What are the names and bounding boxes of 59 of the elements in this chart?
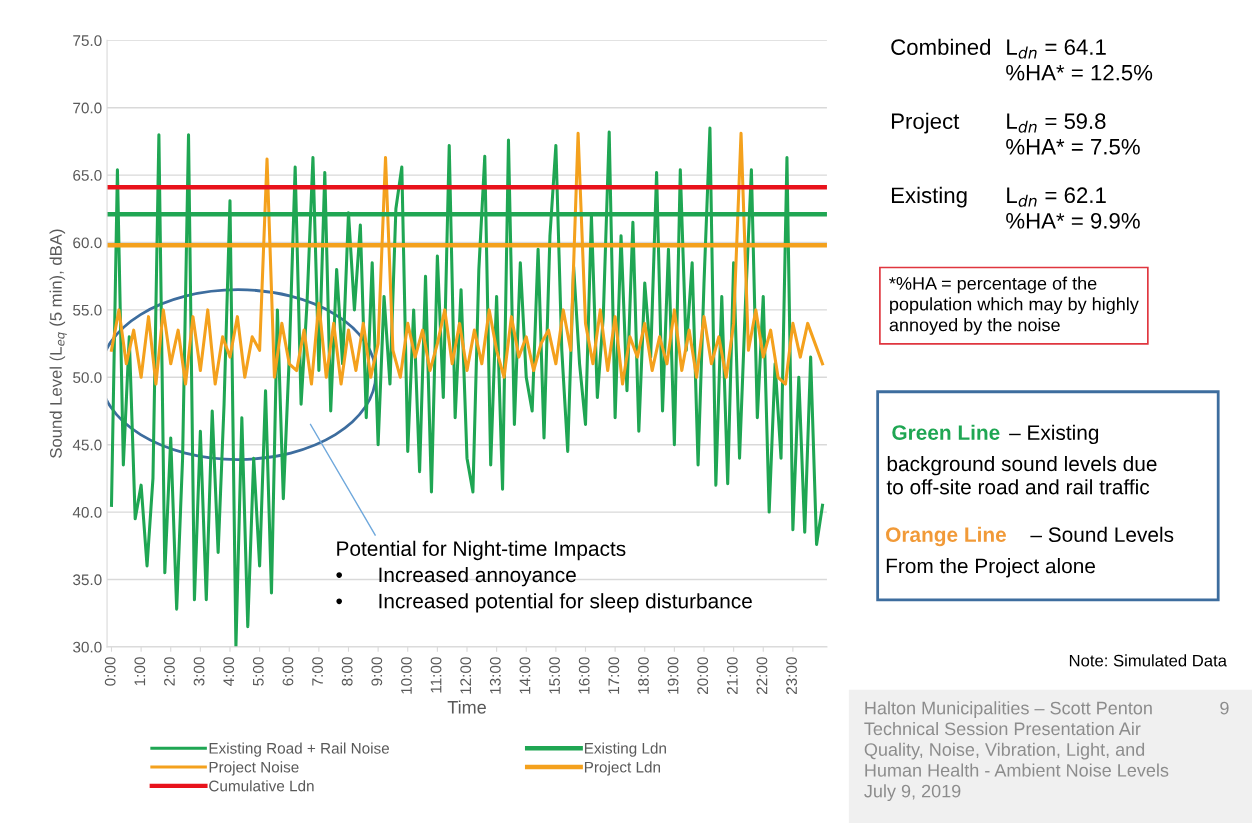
x-tick-label: 4:00	[223, 657, 235, 686]
y-tick-label: 50.0	[73, 372, 102, 383]
y-tick-label: 35.0	[73, 574, 102, 586]
x-tick-label: 22:00	[756, 657, 768, 695]
text: Green Line	[892, 424, 1000, 440]
legend-label: Project Ldn	[584, 761, 661, 776]
y-axis-title: Sound Level (L$_{eq}$ (5 min), dBA)	[49, 229, 67, 458]
legend-label: Existing Ldn	[584, 742, 666, 757]
text: – Sound Levels	[1030, 526, 1174, 543]
text: L$_{dn}$ = 59.8 %HA* = 7.5%	[1006, 113, 1140, 155]
y-tick-label: 70.0	[73, 102, 102, 114]
text: Halton Municipalities – Scott Penton Technical Session Presentation Air Quality, Noise, Vibration, Light, and Human Health - Ambient Noise Levels July 9, 2019	[864, 701, 1169, 802]
x-tick-label: 10:00	[401, 657, 412, 694]
text: – Existing	[1009, 424, 1099, 445]
text: *%HA = percentage of the population which may by highly annoyed by the noise	[889, 276, 1139, 335]
x-axis-title: Time	[447, 700, 486, 714]
x-tick-label: 16:00	[578, 657, 590, 694]
x-tick-label: 0:00	[104, 657, 116, 686]
x-tick-label: 17:00	[608, 657, 620, 694]
y-tick-label: 30.0	[73, 641, 102, 653]
x-tick-label: 7:00	[312, 657, 323, 686]
text: Project	[891, 112, 960, 134]
annotation: Potential for Night-time Impacts • Increased annoyance • Increased potential for sleep disturbance	[336, 540, 752, 613]
y-tick-label: 65.0	[73, 169, 102, 181]
y-tick-label: 45.0	[72, 439, 102, 451]
text: Combined	[891, 38, 991, 55]
x-tick-label: 13:00	[489, 657, 501, 694]
x-tick-label: 12:00	[460, 657, 472, 694]
text: Existing	[891, 186, 967, 208]
text: L$_{dn}$ = 62.1 %HA* = 9.9%	[1006, 187, 1140, 229]
x-tick-label: 9:00	[371, 657, 383, 686]
text: 9	[1220, 701, 1229, 715]
line-series	[109, 131, 825, 386]
legend-label: Cumulative Ldn	[209, 780, 314, 792]
x-tick-label: 19:00	[667, 657, 679, 694]
text: Orange Line	[886, 526, 1006, 547]
x-tick-label: 5:00	[252, 657, 264, 686]
x-tick-label: 8:00	[341, 657, 353, 686]
x-tick-label: 11:00	[430, 657, 442, 693]
legend-label: Existing Road + Rail Noise	[209, 742, 390, 757]
x-tick-label: 15:00	[549, 657, 560, 694]
x-tick-label: 6:00	[282, 657, 294, 686]
y-tick-label: 75.0	[73, 35, 102, 47]
text: Note: Simulated Data	[1069, 654, 1227, 667]
y-tick-label: 60.0	[73, 237, 102, 249]
legend-label: Project Noise	[209, 761, 299, 776]
x-tick-label: 21:00	[726, 657, 738, 695]
x-tick-label: 14:00	[519, 657, 531, 694]
x-tick-label: 3:00	[193, 657, 205, 686]
x-tick-label: 18:00	[638, 657, 649, 694]
y-tick-label: 40.0	[72, 506, 102, 518]
x-tick-label: 23:00	[786, 657, 797, 695]
text: background sound levels due to off-site road and rail traffic	[886, 455, 1157, 495]
x-tick-label: 20:00	[697, 657, 709, 695]
text: From the Project alone	[886, 557, 1095, 578]
y-tick-label: 55.0	[73, 304, 102, 316]
text: L$_{dn}$ = 64.1 %HA* = 12.5%	[1006, 39, 1153, 81]
x-tick-label: 1:00	[134, 657, 146, 686]
x-tick-label: 2:00	[164, 657, 175, 686]
